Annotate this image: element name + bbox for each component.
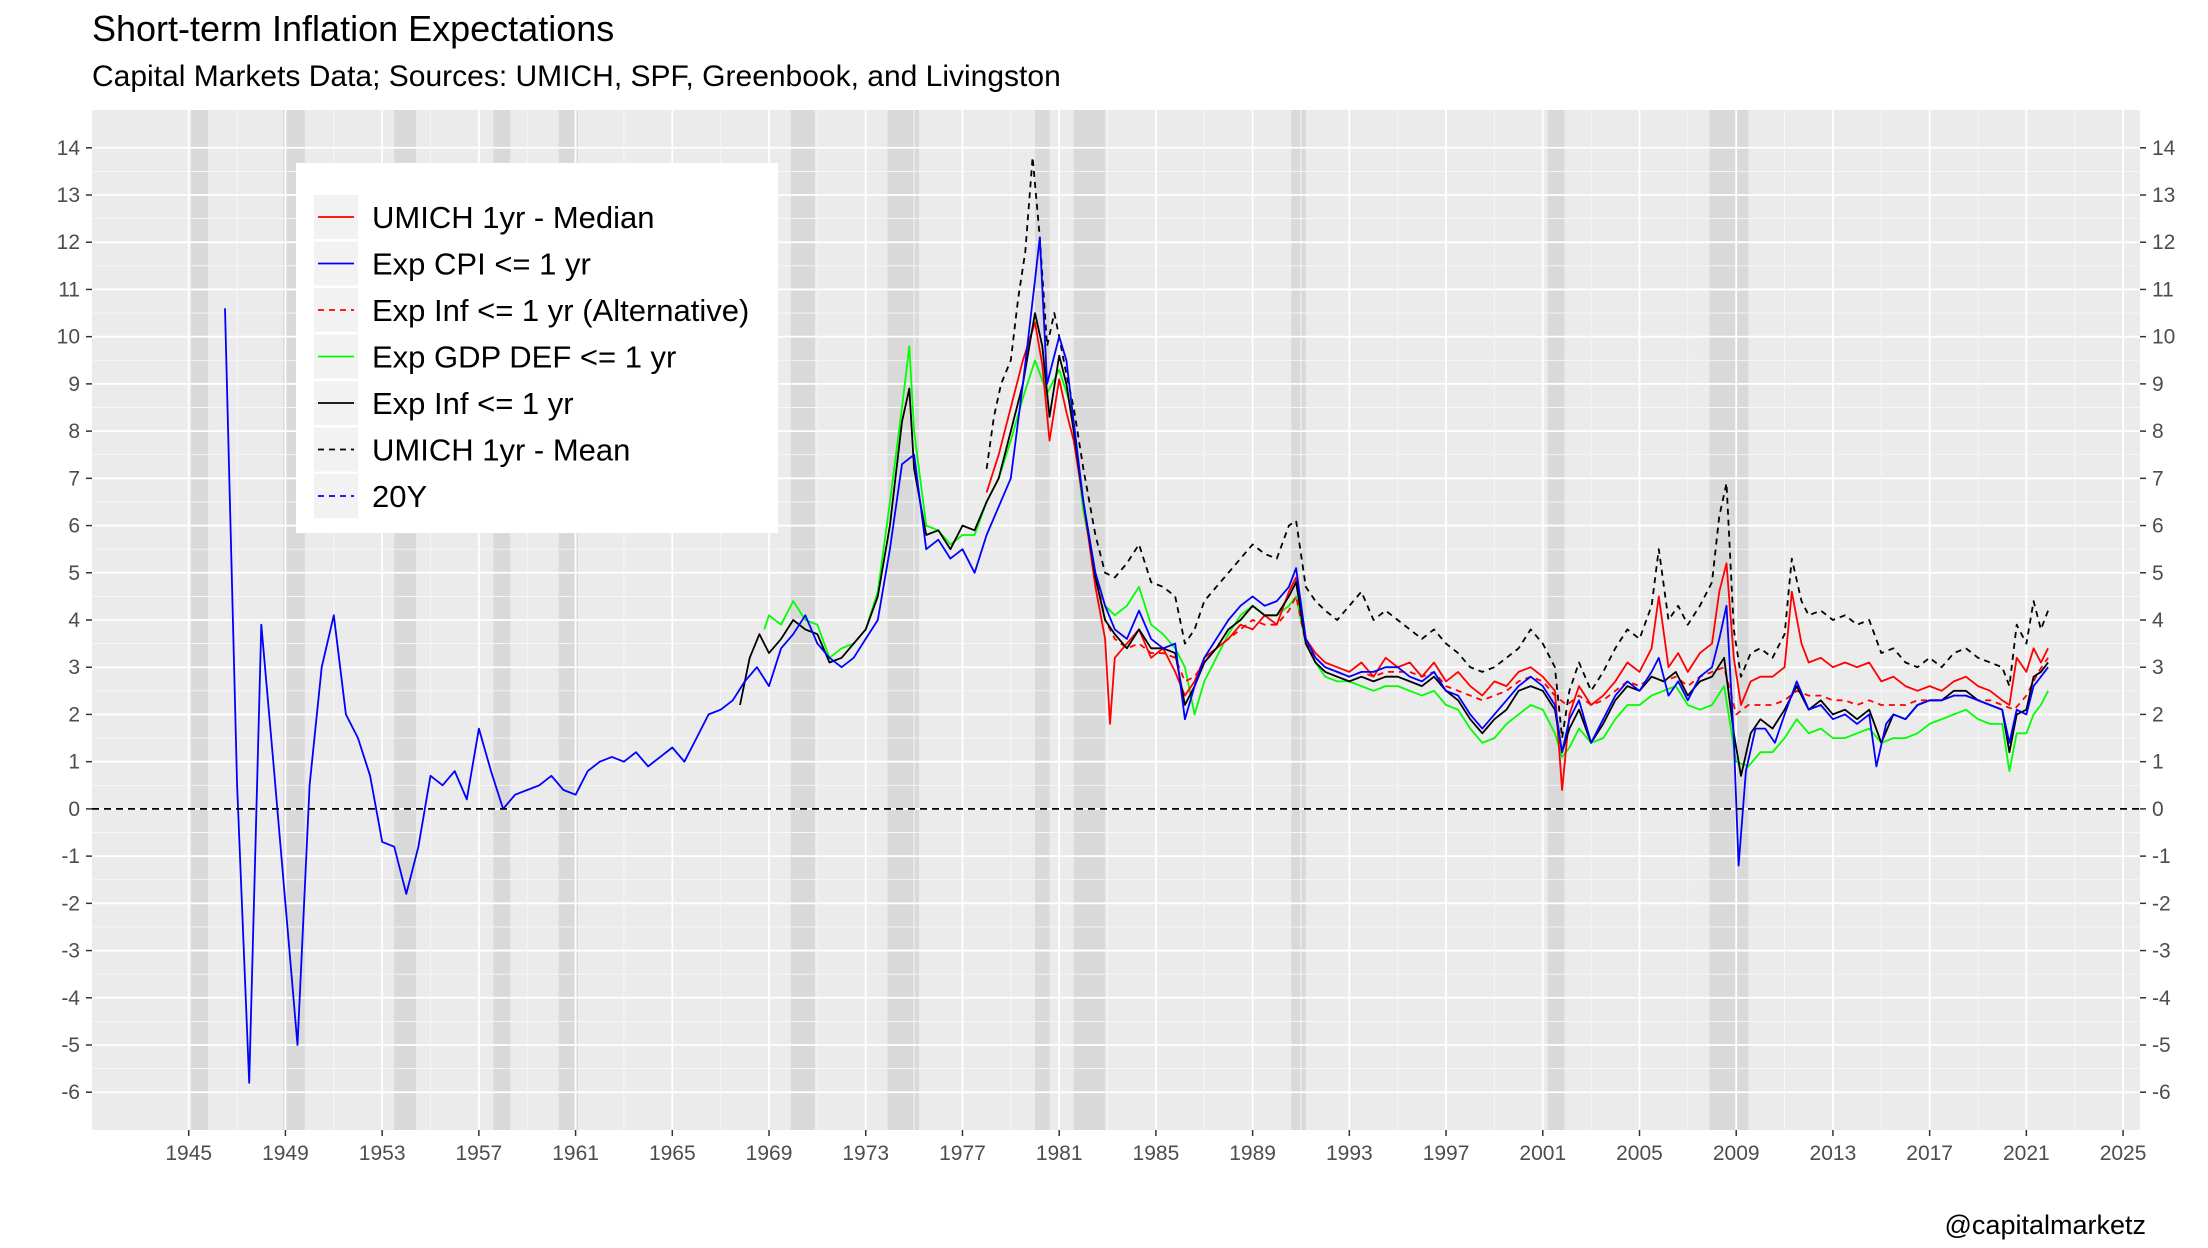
y-tick-label-left: 8	[68, 420, 80, 443]
y-tick-label-left: -6	[61, 1081, 80, 1104]
legend-label: 20Y	[372, 479, 427, 514]
chart-subtitle: Capital Markets Data; Sources: UMICH, SP…	[92, 60, 1061, 93]
y-tick-label-right: 9	[2152, 373, 2164, 396]
x-tick-label: 2017	[1906, 1142, 1953, 1165]
x-tick-label: 1945	[165, 1142, 212, 1165]
series-lines	[224, 156, 2049, 1084]
y-tick-label-left: 0	[68, 798, 80, 821]
chart-title: Short-term Inflation Expectations	[92, 8, 615, 49]
legend-label: Exp GDP DEF <= 1 yr	[372, 340, 676, 375]
y-tick-label-left: 6	[68, 515, 80, 538]
y-tick-label-left: -2	[61, 892, 80, 915]
x-tick-label: 1993	[1326, 1142, 1373, 1165]
y-tick-label-right: 8	[2152, 420, 2164, 443]
y-tick-label-right: -5	[2152, 1034, 2171, 1057]
x-tick-label: 1985	[1133, 1142, 1180, 1165]
x-tick-label: 2013	[1810, 1142, 1857, 1165]
y-tick-label-right: -4	[2152, 987, 2171, 1010]
x-tick-label: 2001	[1519, 1142, 1566, 1165]
series-line-5	[985, 156, 2049, 739]
y-tick-label-right: 6	[2152, 515, 2164, 538]
y-tick-label-left: 1	[68, 751, 80, 774]
series-line-1	[224, 236, 2049, 1084]
y-tick-label-left: 14	[57, 137, 81, 160]
legend-label: UMICH 1yr - Median	[372, 200, 655, 235]
legend-label: Exp CPI <= 1 yr	[372, 247, 591, 282]
y-tick-label-left: 7	[68, 467, 80, 490]
y-tick-label-left: -5	[61, 1034, 80, 1057]
source-caption: @capitalmarketz	[1944, 1210, 2146, 1240]
y-tick-label-left: 5	[68, 562, 80, 585]
y-tick-label-left: 9	[68, 373, 80, 396]
y-tick-label-left: 4	[68, 609, 80, 632]
y-tick-label-right: -1	[2152, 845, 2171, 868]
y-tick-label-right: 2	[2152, 703, 2164, 726]
x-tick-label: 2025	[2100, 1142, 2147, 1165]
legend-label: Exp Inf <= 1 yr	[372, 386, 574, 421]
y-tick-label-right: 12	[2152, 231, 2175, 254]
y-tick-label-left: 12	[57, 231, 80, 254]
y-tick-label-left: 3	[68, 656, 80, 679]
y-tick-label-left: -3	[61, 940, 80, 963]
series-line-4	[739, 312, 2049, 777]
y-tick-label-right: 3	[2152, 656, 2164, 679]
y-tick-label-right: 4	[2152, 609, 2164, 632]
legend-box	[296, 163, 778, 533]
axes: -6 -6-5 -5-4 -4-3 -3-2 -2-1 -10 01 12 23 34 45 56 67 7…	[57, 137, 2176, 1165]
y-tick-label-right: 11	[2152, 278, 2174, 301]
y-tick-label-left: 13	[57, 184, 80, 207]
x-tick-label: 2005	[1616, 1142, 1663, 1165]
y-tick-label-left: -1	[61, 845, 80, 868]
y-tick-label-right: -3	[2152, 940, 2171, 963]
y-tick-label-right: 14	[2152, 137, 2176, 160]
x-tick-label: 1969	[746, 1142, 793, 1165]
x-tick-label: 1997	[1423, 1142, 1470, 1165]
x-tick-label: 2009	[1713, 1142, 1760, 1165]
y-tick-label-right: 0	[2152, 798, 2164, 821]
y-tick-label-right: 13	[2152, 184, 2175, 207]
series-line-2	[1094, 572, 2049, 716]
series-line-3	[763, 345, 2049, 772]
legend-label: UMICH 1yr - Mean	[372, 433, 630, 468]
y-tick-label-left: 10	[57, 326, 80, 349]
x-tick-label: 1973	[842, 1142, 889, 1165]
y-tick-label-right: 5	[2152, 562, 2164, 585]
y-tick-label-right: 1	[2152, 751, 2164, 774]
x-tick-label: 1961	[552, 1142, 599, 1165]
x-tick-label: 1953	[359, 1142, 406, 1165]
y-tick-label-left: 2	[68, 703, 80, 726]
series-line-0	[985, 321, 2049, 791]
x-tick-label: 1965	[649, 1142, 696, 1165]
x-tick-label: 1957	[456, 1142, 503, 1165]
x-tick-label: 1981	[1036, 1142, 1083, 1165]
y-tick-label-left: 11	[58, 278, 80, 301]
x-tick-label: 1949	[262, 1142, 309, 1165]
legend-label: Exp Inf <= 1 yr (Alternative)	[372, 293, 749, 328]
y-tick-label-right: 7	[2152, 467, 2164, 490]
y-tick-label-right: -6	[2152, 1081, 2171, 1104]
x-tick-label: 1989	[1229, 1142, 1276, 1165]
x-tick-label: 1977	[939, 1142, 986, 1165]
y-tick-label-right: -2	[2152, 892, 2171, 915]
y-tick-label-left: -4	[61, 987, 80, 1010]
y-tick-label-right: 10	[2152, 326, 2175, 349]
legend: UMICH 1yr - Median Exp CPI <= 1 yr Exp Inf…	[296, 163, 778, 533]
x-tick-label: 2021	[2003, 1142, 2050, 1165]
